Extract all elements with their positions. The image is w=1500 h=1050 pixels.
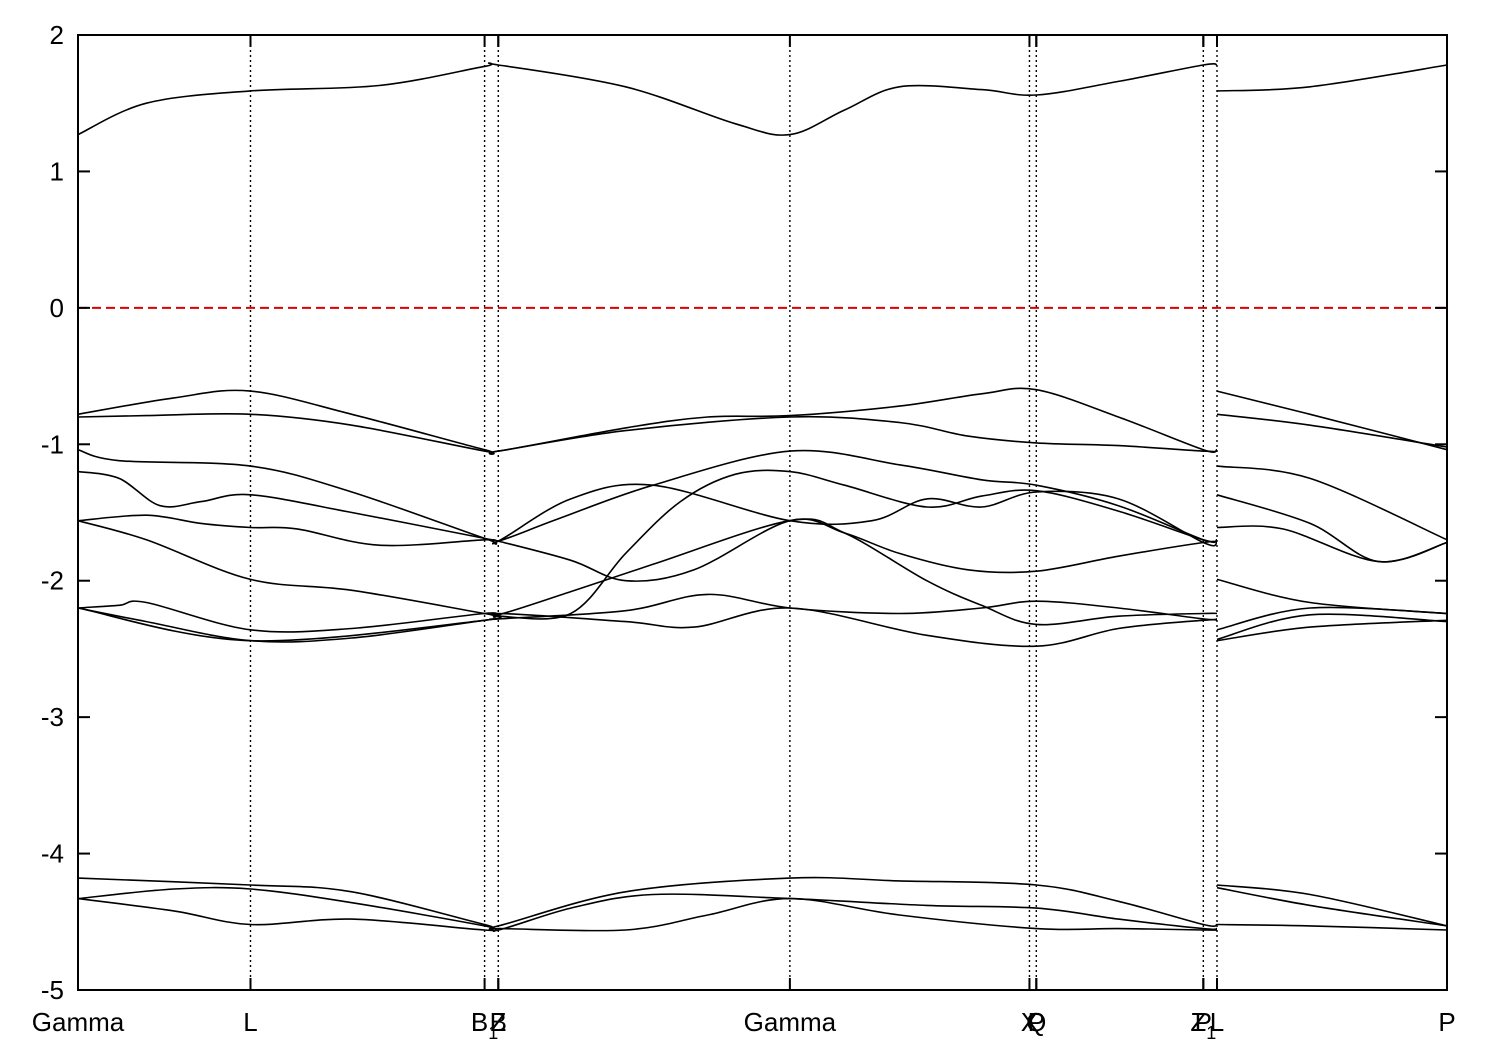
y-tick-label: -3	[41, 702, 64, 732]
x-tick-label: L	[243, 1007, 257, 1037]
band-line-0	[77, 62, 1218, 136]
x-tick-label: Q	[1026, 1007, 1046, 1037]
band-line-21	[1216, 884, 1448, 927]
y-tick-labels: 2 1 0 -1 -2 -3 -4 -5	[41, 20, 64, 1005]
band-line-22	[77, 886, 1218, 932]
y-tick-label: 1	[50, 156, 64, 186]
band-line-1	[1216, 64, 1448, 92]
band-line-8	[77, 470, 1218, 582]
x-tick-label: Z	[490, 1007, 506, 1037]
y-tick-label: -2	[41, 566, 64, 596]
x-tick-label: P	[1438, 1007, 1455, 1037]
y-tick-label: -4	[41, 839, 64, 869]
y-tick-label: -5	[41, 975, 64, 1005]
x-tick-label: L	[1210, 1007, 1224, 1037]
x-tick-label: P	[1028, 1007, 1045, 1037]
band-line-4	[77, 412, 1218, 455]
band-line-24	[77, 897, 1218, 932]
band-line-5	[1216, 413, 1448, 448]
y-tick-label: 2	[50, 20, 64, 50]
band-lines	[77, 62, 1448, 932]
band-line-16	[77, 593, 1218, 643]
y-tick-label: 0	[50, 293, 64, 323]
band-line-18	[77, 607, 1218, 648]
x-tick-label: X	[1021, 1007, 1038, 1037]
x-tick-label: Gamma	[744, 1007, 837, 1037]
kpoint-gridlines	[249, 35, 1218, 990]
x-tick-label: P	[1195, 1007, 1212, 1037]
band-line-12	[77, 518, 1218, 626]
band-line-14	[77, 469, 1218, 633]
band-line-17	[1216, 619, 1448, 642]
y-tick-label: -1	[41, 429, 64, 459]
band-line-15	[1216, 606, 1448, 631]
band-line-2	[77, 387, 1218, 455]
band-line-20	[77, 876, 1218, 931]
band-line-7	[1216, 465, 1448, 541]
band-line-11	[1216, 525, 1448, 563]
x-tick-label: Gamma	[32, 1007, 125, 1037]
x-tick-label: B	[490, 1007, 507, 1037]
band-line-19	[1216, 613, 1448, 641]
band-line-25	[1216, 923, 1448, 931]
band-line-23	[1216, 886, 1448, 927]
plot-frame	[77, 34, 1448, 991]
